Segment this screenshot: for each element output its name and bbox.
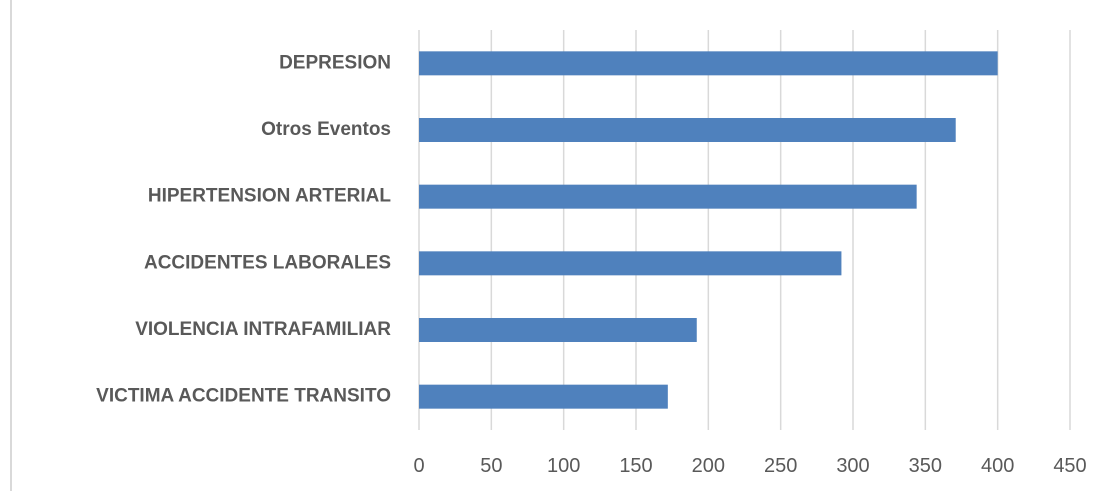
x-tick-label: 350	[909, 455, 942, 477]
category-label: HIPERTENSION ARTERIAL	[148, 186, 392, 207]
category-labels: DEPRESION Otros Eventos HIPERTENSION ARTER…	[96, 52, 391, 406]
x-tick-label: 100	[547, 455, 580, 477]
category-label: DEPRESION	[279, 52, 391, 73]
bar	[419, 251, 842, 276]
gridlines	[418, 30, 1071, 430]
x-tick-label: 50	[480, 455, 502, 477]
category-label: VIOLENCIA INTRAFAMILIAR	[135, 319, 391, 340]
category-label: Otros Eventos	[261, 119, 391, 140]
x-tick-label: 300	[836, 455, 869, 477]
category-label: ACCIDENTES LABORALES	[144, 252, 391, 273]
x-tick-label: 450	[1053, 455, 1086, 477]
chart-border	[10, 0, 12, 491]
bar	[419, 384, 668, 409]
x-tick-label: 0	[413, 455, 424, 477]
bars	[419, 51, 998, 409]
x-axis-ticks: 0 50 100 150 200 250 300 350 400 450	[413, 455, 1086, 477]
x-tick-label: 250	[764, 455, 797, 477]
bar	[419, 318, 697, 342]
x-tick-label: 200	[692, 455, 725, 477]
category-label: VICTIMA ACCIDENTE TRANSITO	[96, 386, 391, 407]
x-tick-label: 400	[981, 455, 1014, 477]
bar	[419, 118, 956, 142]
bar	[419, 184, 917, 209]
bar	[419, 51, 998, 76]
x-tick-label: 150	[619, 455, 652, 477]
